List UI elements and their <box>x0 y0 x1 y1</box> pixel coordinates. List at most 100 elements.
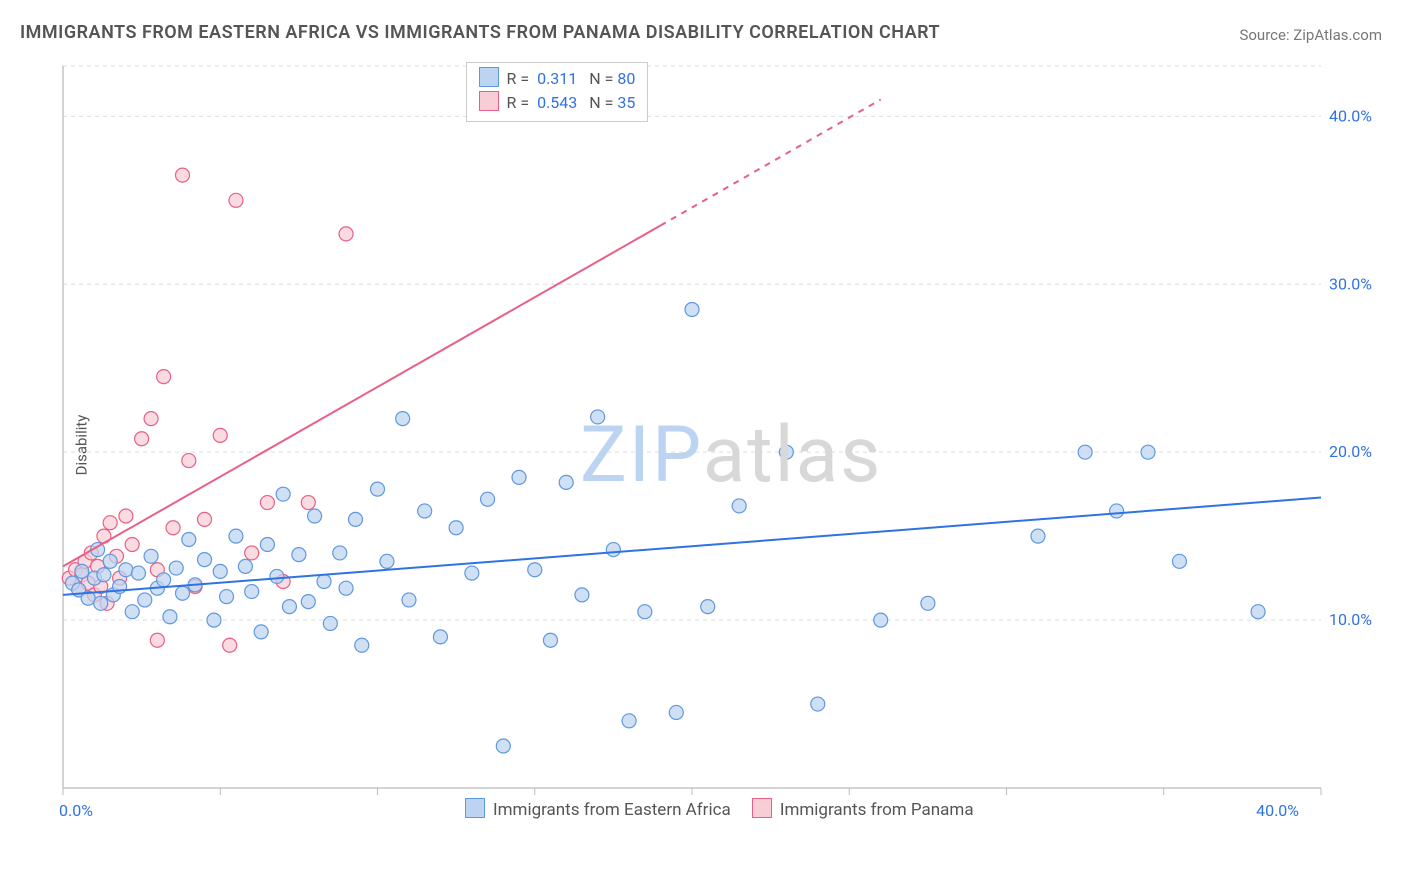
series-legend: Immigrants from Eastern Africa Immigrant… <box>465 798 974 820</box>
data-point <box>198 512 212 526</box>
swatch-icon <box>479 91 499 111</box>
chart-title: IMMIGRANTS FROM EASTERN AFRICA VS IMMIGR… <box>20 22 940 43</box>
data-point <box>685 302 699 316</box>
chart-container: IMMIGRANTS FROM EASTERN AFRICA VS IMMIGR… <box>0 0 1406 892</box>
data-point <box>94 596 108 610</box>
data-point <box>119 563 133 577</box>
data-point <box>135 432 149 446</box>
data-point <box>732 499 746 513</box>
correlation-legend: R = 0.311 N = 80R = 0.543 N = 35 <box>466 62 649 122</box>
y-tick-label: 10.0% <box>1329 610 1372 629</box>
data-point <box>238 559 252 573</box>
data-point <box>1078 445 1092 459</box>
data-point <box>779 445 793 459</box>
data-point <box>270 569 284 583</box>
legend-label: Immigrants from Eastern Africa <box>493 800 731 820</box>
data-point <box>512 470 526 484</box>
data-point <box>591 410 605 424</box>
data-point <box>207 613 221 627</box>
data-point <box>125 605 139 619</box>
data-point <box>119 509 133 523</box>
source-attribution: Source: ZipAtlas.com <box>1239 26 1382 44</box>
data-point <box>339 227 353 241</box>
data-point <box>163 610 177 624</box>
data-point <box>138 593 152 607</box>
swatch-icon <box>465 798 485 818</box>
data-point <box>380 554 394 568</box>
data-point <box>260 496 274 510</box>
data-point <box>622 714 636 728</box>
data-point <box>198 553 212 567</box>
data-point <box>371 482 385 496</box>
data-point <box>323 616 337 630</box>
data-point <box>150 633 164 647</box>
data-point <box>229 193 243 207</box>
data-point <box>701 600 715 614</box>
data-point <box>245 546 259 560</box>
swatch-icon <box>479 67 499 87</box>
swatch-icon <box>752 798 772 818</box>
data-point <box>75 564 89 578</box>
data-point <box>103 516 117 530</box>
data-point <box>220 590 234 604</box>
data-point <box>418 504 432 518</box>
y-tick-label: 40.0% <box>1329 106 1372 125</box>
data-point <box>874 613 888 627</box>
data-point <box>166 521 180 535</box>
data-point <box>213 428 227 442</box>
data-point <box>433 630 447 644</box>
data-point <box>339 581 353 595</box>
data-point <box>260 538 274 552</box>
data-point <box>176 168 190 182</box>
data-point <box>575 588 589 602</box>
data-point <box>669 705 683 719</box>
data-point <box>169 561 183 575</box>
plot-area: Disability 10.0%20.0%30.0%40.0%0.0%40.0%… <box>45 60 1381 830</box>
data-point <box>1172 554 1186 568</box>
y-tick-label: 20.0% <box>1329 442 1372 461</box>
data-point <box>157 370 171 384</box>
data-point <box>282 600 296 614</box>
data-point <box>638 605 652 619</box>
data-point <box>449 521 463 535</box>
data-point <box>182 454 196 468</box>
data-point <box>528 563 542 577</box>
data-point <box>543 633 557 647</box>
data-point <box>157 573 171 587</box>
data-point <box>402 593 416 607</box>
data-point <box>276 487 290 501</box>
data-point <box>811 697 825 711</box>
data-point <box>229 529 243 543</box>
x-tick-label: 0.0% <box>59 801 93 820</box>
scatter-plot-svg: 10.0% 20.0% 30.0% 40.0% 0.0% 40.0% <box>45 60 1381 830</box>
legend-rn-row: R = 0.543 N = 35 <box>479 91 636 115</box>
data-point <box>97 568 111 582</box>
data-point <box>1141 445 1155 459</box>
y-tick-label: 30.0% <box>1329 274 1372 293</box>
data-point <box>465 566 479 580</box>
data-point <box>144 412 158 426</box>
data-point <box>301 496 315 510</box>
data-point <box>301 595 315 609</box>
data-point <box>245 585 259 599</box>
data-point <box>308 509 322 523</box>
data-point <box>921 596 935 610</box>
data-point <box>213 564 227 578</box>
data-point <box>606 543 620 557</box>
data-point <box>103 554 117 568</box>
data-point <box>125 538 139 552</box>
data-point <box>292 548 306 562</box>
data-point <box>1031 529 1045 543</box>
data-point <box>481 492 495 506</box>
data-point <box>317 574 331 588</box>
x-tick-label: 40.0% <box>1256 801 1299 820</box>
data-point <box>1251 605 1265 619</box>
data-point <box>355 638 369 652</box>
data-point <box>333 546 347 560</box>
data-point <box>182 532 196 546</box>
data-point <box>131 566 145 580</box>
data-point <box>348 512 362 526</box>
legend-rn-row: R = 0.311 N = 80 <box>479 67 636 91</box>
data-point <box>1110 504 1124 518</box>
data-point <box>559 475 573 489</box>
